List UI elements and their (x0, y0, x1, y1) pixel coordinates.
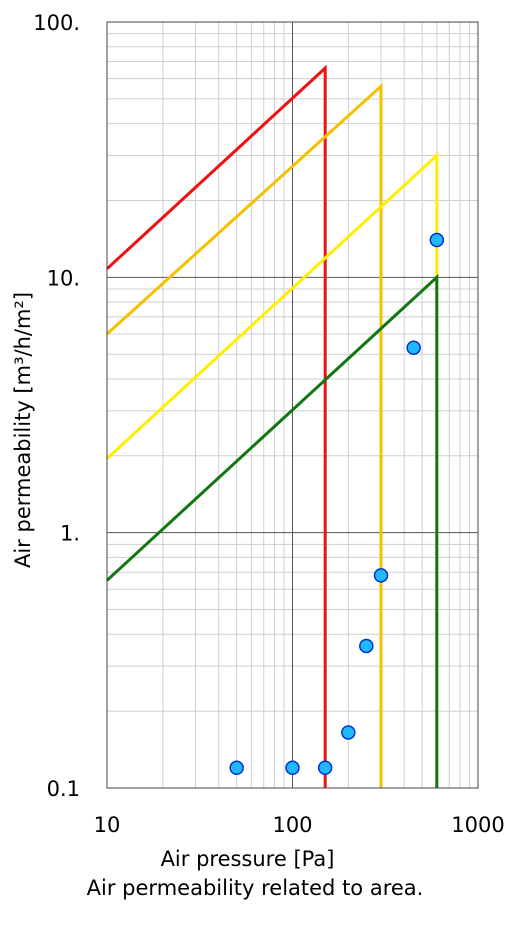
data-point (341, 725, 356, 740)
limit-line-2 (105, 82, 383, 788)
data-point (285, 760, 300, 776)
x-tick-labels: 10 100 1000 (94, 813, 505, 837)
measured-points (229, 232, 445, 776)
y-tick-label: 0.1 (47, 777, 80, 801)
chart-caption: Air permeability related to area. (86, 876, 424, 900)
x-axis-label: Air pressure [Pa] (161, 847, 335, 871)
data-point (317, 760, 333, 776)
limit-lines (105, 64, 439, 788)
data-point (359, 638, 374, 654)
data-point (406, 340, 421, 355)
y-tick-label: 10. (47, 266, 80, 290)
data-point (373, 568, 389, 583)
y-tick-label: 100. (33, 11, 80, 35)
data-point (229, 760, 244, 776)
x-tick-label: 1000 (451, 813, 504, 837)
x-tick-label: 10 (94, 813, 121, 837)
limit-line-4 (105, 273, 439, 788)
limit-line-1 (105, 64, 327, 788)
data-point (429, 232, 445, 248)
plot-frame (106, 21, 479, 789)
y-axis-label: Air permeability [m³/h/m²] (11, 292, 35, 568)
y-tick-labels: 0.1 1. 10. 100. (33, 11, 80, 801)
y-tick-label: 1. (60, 522, 80, 546)
limit-line-3 (105, 152, 439, 788)
x-tick-label: 100 (272, 813, 312, 837)
